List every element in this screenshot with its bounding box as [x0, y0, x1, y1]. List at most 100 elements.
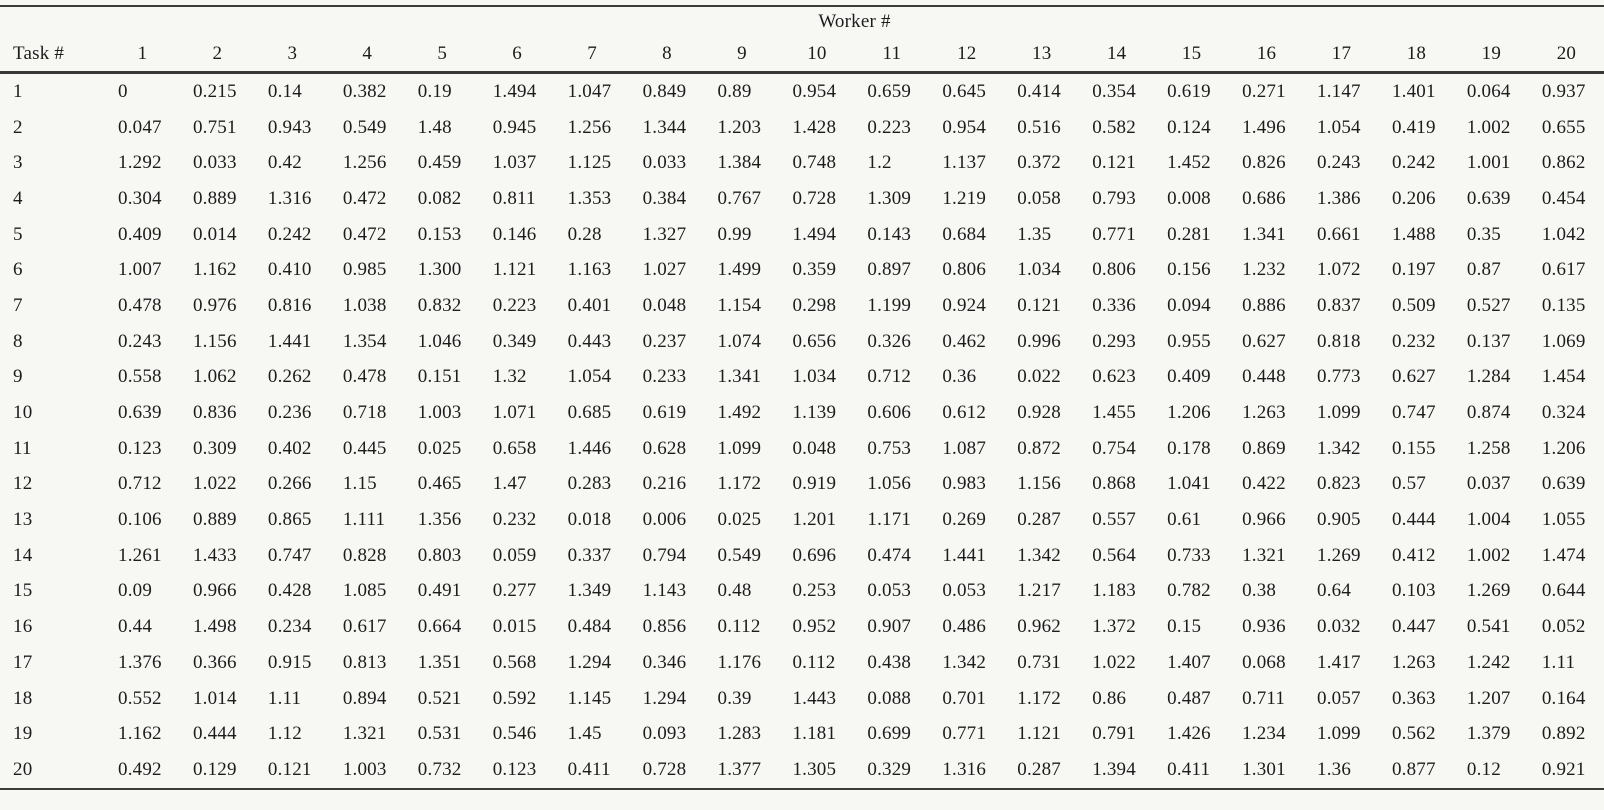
table-cell: 0	[118, 80, 128, 102]
table-cell: 0.966	[192, 580, 237, 602]
table-cell: 0.068	[1242, 651, 1286, 673]
table-cell: 0.478	[342, 366, 387, 388]
table-cell: 1.32	[492, 366, 527, 388]
task-row-label: 11	[13, 437, 32, 459]
table-cell: 0.712	[118, 473, 162, 495]
worker-column-header: 1	[105, 37, 180, 74]
table-cell: 0.135	[1541, 294, 1586, 316]
table-cell: 0.474	[867, 544, 912, 566]
table-cell: 1.305	[779, 752, 855, 790]
table-cell: 0.121	[254, 752, 330, 790]
table-cell: 0.137	[1466, 330, 1511, 352]
table-cell: 0.484	[567, 616, 612, 638]
table-cell: 0.655	[1541, 116, 1586, 138]
table-cell: 1.034	[1017, 259, 1061, 281]
table-cell: 0.623	[1092, 366, 1136, 388]
table-cell: 0.872	[1017, 437, 1061, 459]
table-cell: 0.287	[1017, 509, 1061, 531]
table-cell: 0.008	[1167, 187, 1211, 209]
table-cell: 0.937	[1541, 80, 1586, 102]
table-cell: 0.09	[118, 580, 153, 602]
table-cell: 0.813	[342, 651, 387, 673]
table-cell: 0.022	[1017, 366, 1061, 388]
table-cell: 0.699	[867, 723, 912, 745]
table-cell: 0.733	[1167, 544, 1211, 566]
table-cell: 1.072	[1317, 259, 1361, 281]
table-cell: 0.064	[1466, 80, 1511, 102]
table-cell: 1.376	[118, 651, 162, 673]
table-cell: 0.487	[1167, 687, 1211, 709]
table-cell: 1.47	[492, 473, 527, 495]
column-header-row: Task # 1 2 3 4 5 6 7 8 9 10 11 12 13 14 15 16 17 18 19 20	[0, 37, 1604, 74]
worker-column-header: 15	[1154, 37, 1230, 74]
corner-cell	[0, 6, 105, 37]
table-cell: 1.488	[1391, 223, 1436, 245]
table-cell: 1.301	[1229, 752, 1304, 790]
table-cell: 0.28	[567, 223, 602, 245]
table-cell: 0.12	[1453, 752, 1529, 790]
table-cell: 1.294	[567, 651, 612, 673]
table-cell: 0.747	[1391, 402, 1436, 424]
table-cell: 0.164	[1541, 687, 1586, 709]
table-cell: 0.905	[1317, 509, 1361, 531]
table-cell: 1.2	[867, 152, 892, 174]
table-cell: 0.753	[867, 437, 912, 459]
worker-column-header: 13	[1004, 37, 1080, 74]
table-cell: 1.162	[118, 723, 162, 745]
table-cell: 0.015	[492, 616, 537, 638]
paper-table-region: Worker # Task # 1 2 3 4 5 6 7 8 9 10 11 12 13 14 15 16 1…	[0, 5, 1604, 790]
table-row: 9 0.558 1.062 0.262 0.478 0.151 1.32 1.054 0.233…	[0, 360, 1604, 396]
table-cell: 0.856	[642, 616, 687, 638]
table-cell: 1.294	[642, 687, 687, 709]
table-cell: 1.022	[192, 473, 237, 495]
task-row-label: 8	[13, 330, 23, 352]
task-row-label: 14	[13, 544, 33, 566]
table-cell: 0.868	[1092, 473, 1136, 495]
table-cell: 0.269	[942, 509, 987, 531]
table-cell: 0.915	[267, 651, 312, 673]
table-row: 18 0.552 1.014 1.11 0.894 0.521 0.592 1.145 1.29…	[0, 681, 1604, 717]
table-cell: 0.849	[642, 80, 687, 102]
table-cell: 0.112	[792, 651, 836, 673]
table-cell: 0.811	[492, 187, 536, 209]
table-cell: 1.494	[492, 80, 537, 102]
task-column-header: Task #	[0, 37, 105, 74]
table-cell: 0.865	[267, 509, 312, 531]
table-cell: 0.874	[1466, 402, 1511, 424]
table-cell: 0.151	[417, 366, 462, 388]
table-cell: 1.206	[1167, 402, 1211, 424]
table-cell: 0.728	[629, 752, 705, 790]
table-cell: 0.359	[792, 259, 837, 281]
table-cell: 0.728	[792, 187, 837, 209]
table-cell: 0.283	[567, 473, 612, 495]
table-cell: 0.444	[192, 723, 237, 745]
table-row: 3 1.292 0.033 0.42 1.256 0.459 1.037 1.125 0.033…	[0, 145, 1604, 181]
table-row: 6 1.007 1.162 0.410 0.985 1.300 1.121 1.163 1.02…	[0, 252, 1604, 288]
table-row: 19 1.162 0.444 1.12 1.321 0.531 0.546 1.45 0.093…	[0, 716, 1604, 752]
table-cell: 0.349	[492, 330, 537, 352]
table-cell: 1.027	[642, 259, 687, 281]
table-cell: 0.121	[1017, 294, 1061, 316]
table-cell: 0.372	[1017, 152, 1061, 174]
table-cell: 1.232	[1242, 259, 1286, 281]
table-cell: 0.794	[642, 544, 687, 566]
table-cell: 0.419	[1391, 116, 1436, 138]
table-cell: 0.889	[192, 187, 237, 209]
table-cell: 1.351	[417, 651, 462, 673]
worker-group-header: Worker #	[818, 11, 891, 32]
table-cell: 0.384	[642, 187, 687, 209]
table-cell: 0.428	[267, 580, 312, 602]
table-cell: 1.401	[1391, 80, 1436, 102]
table-cell: 1.143	[642, 580, 687, 602]
table-cell: 1.496	[1242, 116, 1286, 138]
table-cell: 0.86	[1092, 687, 1127, 709]
table-cell: 0.422	[1242, 473, 1286, 495]
table-cell: 0.617	[1541, 259, 1586, 281]
table-cell: 0.803	[417, 544, 462, 566]
table-cell: 1.163	[567, 259, 612, 281]
table-cell: 0.363	[1391, 687, 1436, 709]
table-cell: 1.341	[717, 366, 762, 388]
table-cell: 0.411	[1154, 752, 1230, 790]
table-row: 10 0.639 0.836 0.236 0.718 1.003 1.071 0.685 0.6…	[0, 395, 1604, 431]
table-cell: 0.966	[1242, 509, 1286, 531]
